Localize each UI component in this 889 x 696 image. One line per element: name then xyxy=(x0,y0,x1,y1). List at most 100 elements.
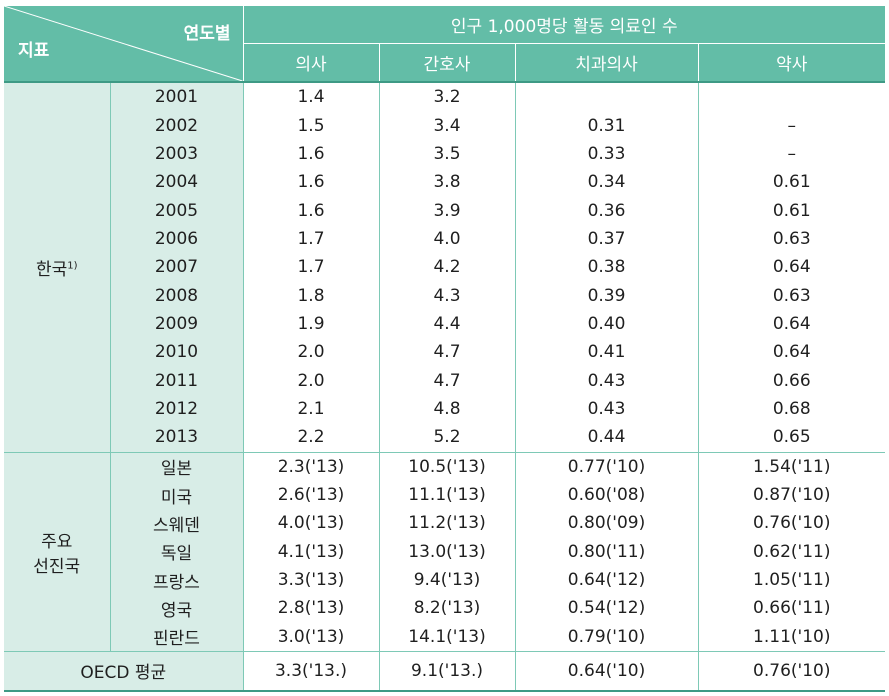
value-cell: 0.64 xyxy=(697,338,885,367)
korea-footnote: 1) xyxy=(67,260,78,272)
country-cell: 스웨덴 xyxy=(109,509,243,538)
table-row: 2008 1.8 4.3 0.39 0.63 xyxy=(4,281,885,310)
value-cell: 1.7 xyxy=(242,224,379,254)
value-cell: 8.2('13) xyxy=(378,594,515,623)
value-cell: 11.1('13) xyxy=(378,480,515,510)
value-cell: 0.77('10) xyxy=(514,451,698,481)
col-header-dentist: 치과의사 xyxy=(514,42,698,82)
table-row: 스웨덴 4.0('13) 11.2('13) 0.80('09) 0.76('1… xyxy=(4,509,885,538)
value-cell: 1.8 xyxy=(242,281,379,310)
country-cell: 핀란드 xyxy=(109,622,243,652)
value-cell: 0.43 xyxy=(514,366,698,395)
value-cell: 0.64('10) xyxy=(514,650,698,692)
year-cell: 2004 xyxy=(109,168,243,197)
value-cell: 0.39 xyxy=(514,281,698,310)
value-cell: 0.63 xyxy=(697,224,885,254)
table-row: 프랑스 3.3('13) 9.4('13) 0.64('12) 1.05('11… xyxy=(4,565,885,595)
country-cell: 영국 xyxy=(109,594,243,623)
table-row: 2013 2.2 5.2 0.44 0.65 xyxy=(4,423,885,453)
value-cell: 4.0 xyxy=(378,224,515,254)
value-cell: 3.4 xyxy=(378,111,515,140)
group-label-korea: 한국1) xyxy=(4,80,110,453)
value-cell: 13.0('13) xyxy=(378,537,515,566)
table-row: 2011 2.0 4.7 0.43 0.66 xyxy=(4,366,885,395)
value-cell: 1.05('11) xyxy=(697,565,885,595)
year-cell: 2010 xyxy=(109,338,243,367)
table-row: 2012 2.1 4.8 0.43 0.68 xyxy=(4,394,885,424)
value-cell: 14.1('13) xyxy=(378,622,515,652)
value-cell: 3.8 xyxy=(378,168,515,197)
value-cell: 1.7 xyxy=(242,253,379,282)
value-cell: 2.8('13) xyxy=(242,594,379,623)
table-row: 영국 2.8('13) 8.2('13) 0.54('12) 0.66('11) xyxy=(4,594,885,623)
value-cell: 0.64 xyxy=(697,253,885,282)
value-cell: 1.5 xyxy=(242,111,379,140)
value-cell: 0.37 xyxy=(514,224,698,254)
value-cell: 4.3 xyxy=(378,281,515,310)
table-row: 2005 1.6 3.9 0.36 0.61 xyxy=(4,196,885,225)
year-cell: 2012 xyxy=(109,394,243,424)
table-row: 2006 1.7 4.0 0.37 0.63 xyxy=(4,224,885,254)
korea-label: 한국 xyxy=(35,259,68,280)
table-row: 2009 1.9 4.4 0.40 0.64 xyxy=(4,309,885,339)
value-cell: 1.6 xyxy=(242,139,379,169)
value-cell: 0.76('10) xyxy=(697,650,885,692)
value-cell: 2.1 xyxy=(242,394,379,424)
country-cell: 프랑스 xyxy=(109,565,243,595)
header-group-title: 인구 1,000명당 활동 의료인 수 xyxy=(242,6,885,43)
value-cell: 0.64('12) xyxy=(514,565,698,595)
year-cell: 2013 xyxy=(109,423,243,453)
col-header-nurse: 간호사 xyxy=(378,42,515,82)
country-cell: 일본 xyxy=(109,451,243,481)
corner-diagonal xyxy=(4,6,243,81)
value-cell: 0.40 xyxy=(514,309,698,339)
value-cell: 0.66 xyxy=(697,366,885,395)
year-cell: 2007 xyxy=(109,253,243,282)
oecd-section: OECD 평균 3.3('13.) 9.1('13.) 0.64('10) 0.… xyxy=(4,650,885,692)
value-cell: 9.1('13.) xyxy=(378,650,515,692)
value-cell: 3.9 xyxy=(378,196,515,225)
year-cell: 2011 xyxy=(109,366,243,395)
value-cell: 0.54('12) xyxy=(514,594,698,623)
value-cell: 4.7 xyxy=(378,338,515,367)
value-cell xyxy=(514,80,698,112)
value-cell: 0.79('10) xyxy=(514,622,698,652)
table-row: 2004 1.6 3.8 0.34 0.61 xyxy=(4,168,885,197)
corner-label-indicator: 지표 xyxy=(18,41,50,61)
value-cell: 0.43 xyxy=(514,394,698,424)
value-cell: 2.2 xyxy=(242,423,379,453)
korea-section: 한국1) 2001 1.4 3.2 2002 1.5 3.4 0.31 – 20… xyxy=(4,80,885,453)
value-cell: 9.4('13) xyxy=(378,565,515,595)
value-cell: 11.2('13) xyxy=(378,509,515,538)
value-cell: 4.4 xyxy=(378,309,515,339)
year-cell: 2008 xyxy=(109,281,243,310)
value-cell: 0.76('10) xyxy=(697,509,885,538)
year-cell: 2006 xyxy=(109,224,243,254)
value-cell: 0.80('11) xyxy=(514,537,698,566)
advanced-label-line2: 선진국 xyxy=(33,556,81,577)
value-cell: 0.61 xyxy=(697,196,885,225)
col-header-pharmacist: 약사 xyxy=(697,42,885,82)
value-cell: 1.6 xyxy=(242,196,379,225)
value-cell: 2.6('13) xyxy=(242,480,379,510)
country-cell: 독일 xyxy=(109,537,243,566)
table-row: OECD 평균 3.3('13.) 9.1('13.) 0.64('10) 0.… xyxy=(4,650,885,692)
year-cell: 2001 xyxy=(109,80,243,112)
value-cell: 1.9 xyxy=(242,309,379,339)
value-cell: 0.41 xyxy=(514,338,698,367)
advanced-countries-section: 주요 선진국 일본 2.3('13) 10.5('13) 0.77('10) 1.… xyxy=(4,451,885,652)
value-cell: 0.61 xyxy=(697,168,885,197)
country-cell: 미국 xyxy=(109,480,243,510)
value-cell: 0.33 xyxy=(514,139,698,169)
table-row: 2010 2.0 4.7 0.41 0.64 xyxy=(4,338,885,367)
value-cell: 0.34 xyxy=(514,168,698,197)
table-row: 독일 4.1('13) 13.0('13) 0.80('11) 0.62('11… xyxy=(4,537,885,566)
value-cell: 1.6 xyxy=(242,168,379,197)
table-row: 2007 1.7 4.2 0.38 0.64 xyxy=(4,253,885,282)
table-row: 2003 1.6 3.5 0.33 – xyxy=(4,139,885,169)
value-cell: 5.2 xyxy=(378,423,515,453)
year-cell: 2005 xyxy=(109,196,243,225)
value-cell: 2.0 xyxy=(242,338,379,367)
value-cell: 3.5 xyxy=(378,139,515,169)
